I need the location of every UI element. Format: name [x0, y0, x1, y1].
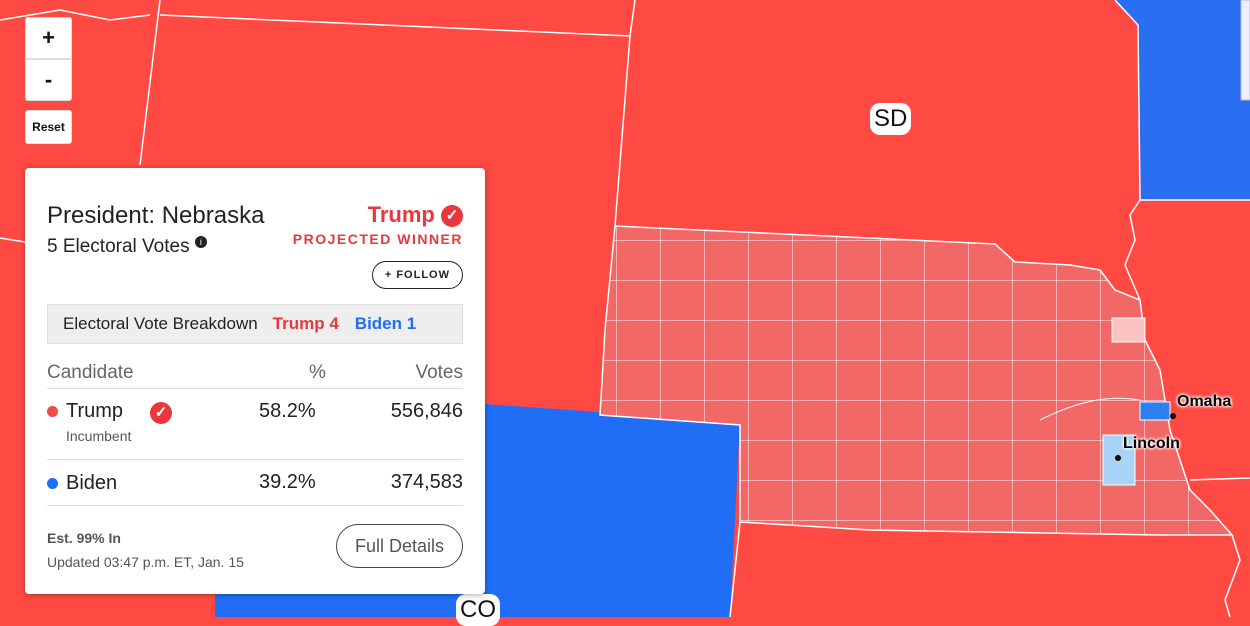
vote-count: 374,583: [390, 471, 463, 493]
reporting: Est. 99% In: [47, 530, 121, 546]
info-icon[interactable]: i: [194, 236, 207, 248]
col-header: %: [309, 362, 326, 383]
vote-percent: 39.2%: [259, 471, 316, 493]
follow-button[interactable]: + FOLLOW: [371, 261, 463, 289]
updated: Updated 03:47 p.m. ET, Jan. 15: [47, 554, 244, 570]
panel-title: President: Nebraska: [47, 202, 265, 229]
vote-count: 556,846: [390, 400, 463, 422]
zoom-out[interactable]: -: [25, 59, 72, 101]
breakdown-item: Biden 1: [354, 314, 417, 333]
state-label: CO: [456, 594, 500, 626]
col-header: Candidate: [47, 362, 134, 383]
candidate-name: Biden: [66, 472, 118, 494]
check-icon: ✓: [441, 205, 463, 228]
edge-panel: [1240, 0, 1250, 101]
results-panel: President: Nebraska 5 Electoral Votes i …: [25, 168, 485, 594]
state-blue: [1115, 0, 1250, 200]
vote-percent: 58.2%: [259, 400, 316, 422]
county-light: [1111, 317, 1146, 343]
city-label: Lincoln: [1123, 435, 1180, 452]
check-icon: ✓: [150, 402, 172, 424]
winner-status: PROJECTED WINNER: [292, 231, 463, 247]
city-dot: [1170, 413, 1176, 419]
winner-name: Trump: [367, 202, 435, 227]
electoral-votes: 5 Electoral Votes: [47, 236, 190, 257]
city-dot: [1115, 455, 1121, 461]
city-label: Omaha: [1177, 393, 1232, 410]
col-header: Votes: [415, 362, 463, 383]
candidate-dot: [47, 478, 58, 489]
details-button[interactable]: Full Details: [336, 524, 463, 568]
candidate-dot: [47, 406, 58, 417]
state-label: SD: [870, 103, 912, 135]
reset-button[interactable]: Reset: [25, 110, 72, 144]
county-douglas: [1139, 401, 1171, 421]
breakdown-label: Electoral Vote Breakdown: [63, 314, 258, 333]
panel-subtitle: 5 Electoral Votes i: [47, 236, 207, 258]
candidate-note: Incumbent: [66, 428, 132, 444]
breakdown: Electoral Vote Breakdown Trump 4 Biden 1: [47, 304, 463, 344]
zoom-in[interactable]: +: [25, 17, 72, 59]
winner: Trump ✓: [368, 202, 463, 228]
candidate-name: Trump: [66, 400, 124, 422]
breakdown-item: Trump 4: [272, 314, 339, 333]
